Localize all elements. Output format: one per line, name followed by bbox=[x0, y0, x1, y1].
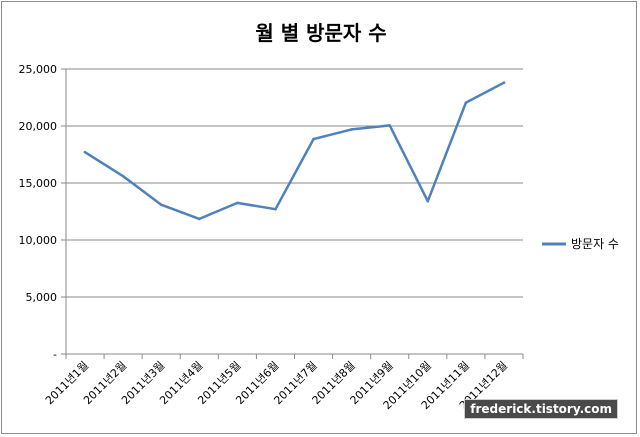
data-point bbox=[388, 124, 392, 127]
gridlines bbox=[66, 68, 523, 298]
y-tick-label: - bbox=[53, 348, 57, 361]
data-point bbox=[197, 217, 201, 221]
data-point bbox=[350, 128, 353, 131]
y-tick-label: 20,000 bbox=[19, 120, 58, 133]
y-axis-ticks: - 5,000 10,000 15,000 20,000 25,000 bbox=[19, 63, 58, 361]
watermark-badge: frederick.tistory.com bbox=[464, 399, 618, 419]
y-tick-label: 10,000 bbox=[19, 234, 58, 247]
legend: 방문자 수 bbox=[542, 237, 619, 251]
data-point bbox=[502, 81, 506, 84]
data-point bbox=[121, 174, 125, 178]
y-tick-label: 5,000 bbox=[26, 291, 58, 304]
x-axis-ticks: 2011년1월2011년2월2011년3월2011년4월2011년5월2011년… bbox=[43, 359, 510, 412]
axes bbox=[61, 68, 524, 359]
data-point bbox=[159, 203, 163, 206]
y-tick-label: 25,000 bbox=[19, 63, 58, 76]
series-lines bbox=[83, 81, 506, 221]
data-point bbox=[426, 199, 430, 203]
data-point bbox=[274, 207, 277, 211]
data-point bbox=[464, 101, 468, 104]
chart-title: 월 별 방문자 수 bbox=[255, 21, 386, 45]
legend-label: 방문자 수 bbox=[571, 237, 619, 251]
data-point bbox=[312, 137, 315, 141]
data-point bbox=[236, 201, 239, 205]
series-line bbox=[83, 81, 506, 221]
data-point bbox=[83, 150, 87, 154]
y-tick-label: 15,000 bbox=[19, 177, 58, 190]
